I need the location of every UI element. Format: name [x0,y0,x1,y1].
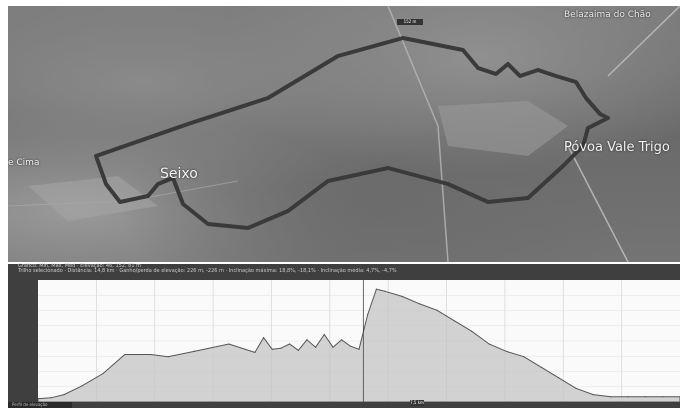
elevation-point [167,356,169,358]
elevation-point [575,387,577,389]
elevation-point [262,337,265,339]
elevation-point [375,288,377,290]
elevation-point [540,366,542,368]
elevation-point [609,396,612,398]
elevation-chart[interactable] [38,280,680,402]
satellite-map[interactable]: Seixo Póvoa Vale Trigo e Cima Belazaima … [8,6,680,262]
town-patch [28,176,158,221]
profile-tab[interactable]: Perfil de elevação [8,402,72,408]
peak-elevation-badge: 152 m [397,19,423,25]
elevation-area [38,288,680,402]
profile-stats-line: Gráfico: Mín, Máx, Méd · Elevação: 46, 1… [18,263,142,269]
road-line [567,145,629,262]
elevation-point [644,396,646,398]
elevation-point [271,348,273,350]
elevation-point [288,343,291,345]
elevation-point [488,343,490,345]
map-overlay [8,6,680,262]
elevation-point [193,350,195,352]
elevation-point [453,320,456,322]
elevation-point [228,343,230,345]
elevation-point [63,394,65,396]
cursor-distance-badge: 7,5 km [410,400,424,406]
elevation-point [315,346,317,348]
elevation-point [254,351,256,354]
elevation-point [124,353,126,356]
elevation-point [627,396,629,398]
place-label-cima: e Cima [8,158,40,168]
elevation-point [102,372,104,375]
elevation-point [505,350,508,352]
elevation-point [297,349,299,351]
elevation-point [280,347,282,349]
elevation-point [401,295,403,298]
road-line [607,6,680,77]
elevation-point [332,346,334,348]
profile-status-bar: Gráfico: Mín, Máx, Méd · Elevação: 46, 1… [8,264,680,274]
elevation-point [592,394,594,396]
elevation-point [323,333,325,336]
place-label-belazaima: Belazaima do Chão [564,10,651,20]
elevation-point [38,398,39,400]
elevation-point [662,396,664,398]
route-track [94,36,610,230]
profile-stats-line-2: Trilho selecionado · Distância: 14,8 km … [18,268,397,274]
town-patch [438,101,568,156]
elevation-point [367,313,369,316]
elevation-profile-panel: Gráfico: Mín, Máx, Méd · Elevação: 46, 1… [8,264,680,408]
elevation-point [50,397,52,399]
road-line [387,6,449,262]
elevation-point [471,330,473,332]
elevation-point [679,396,680,398]
elevation-point [358,348,360,350]
place-label-povoa-vale-trigo: Póvoa Vale Trigo [564,140,670,155]
elevation-point [306,339,308,341]
elevation-point [557,377,560,379]
place-label-seixo: Seixo [160,166,198,182]
elevation-point [80,385,82,387]
elevation-point [436,309,438,311]
elevation-point [349,345,351,347]
elevation-point [341,339,343,341]
elevation-point [150,353,152,356]
elevation-point [523,356,525,358]
elevation-point [419,303,421,305]
elevation-chart-svg [38,280,680,402]
elevation-point [384,290,386,292]
